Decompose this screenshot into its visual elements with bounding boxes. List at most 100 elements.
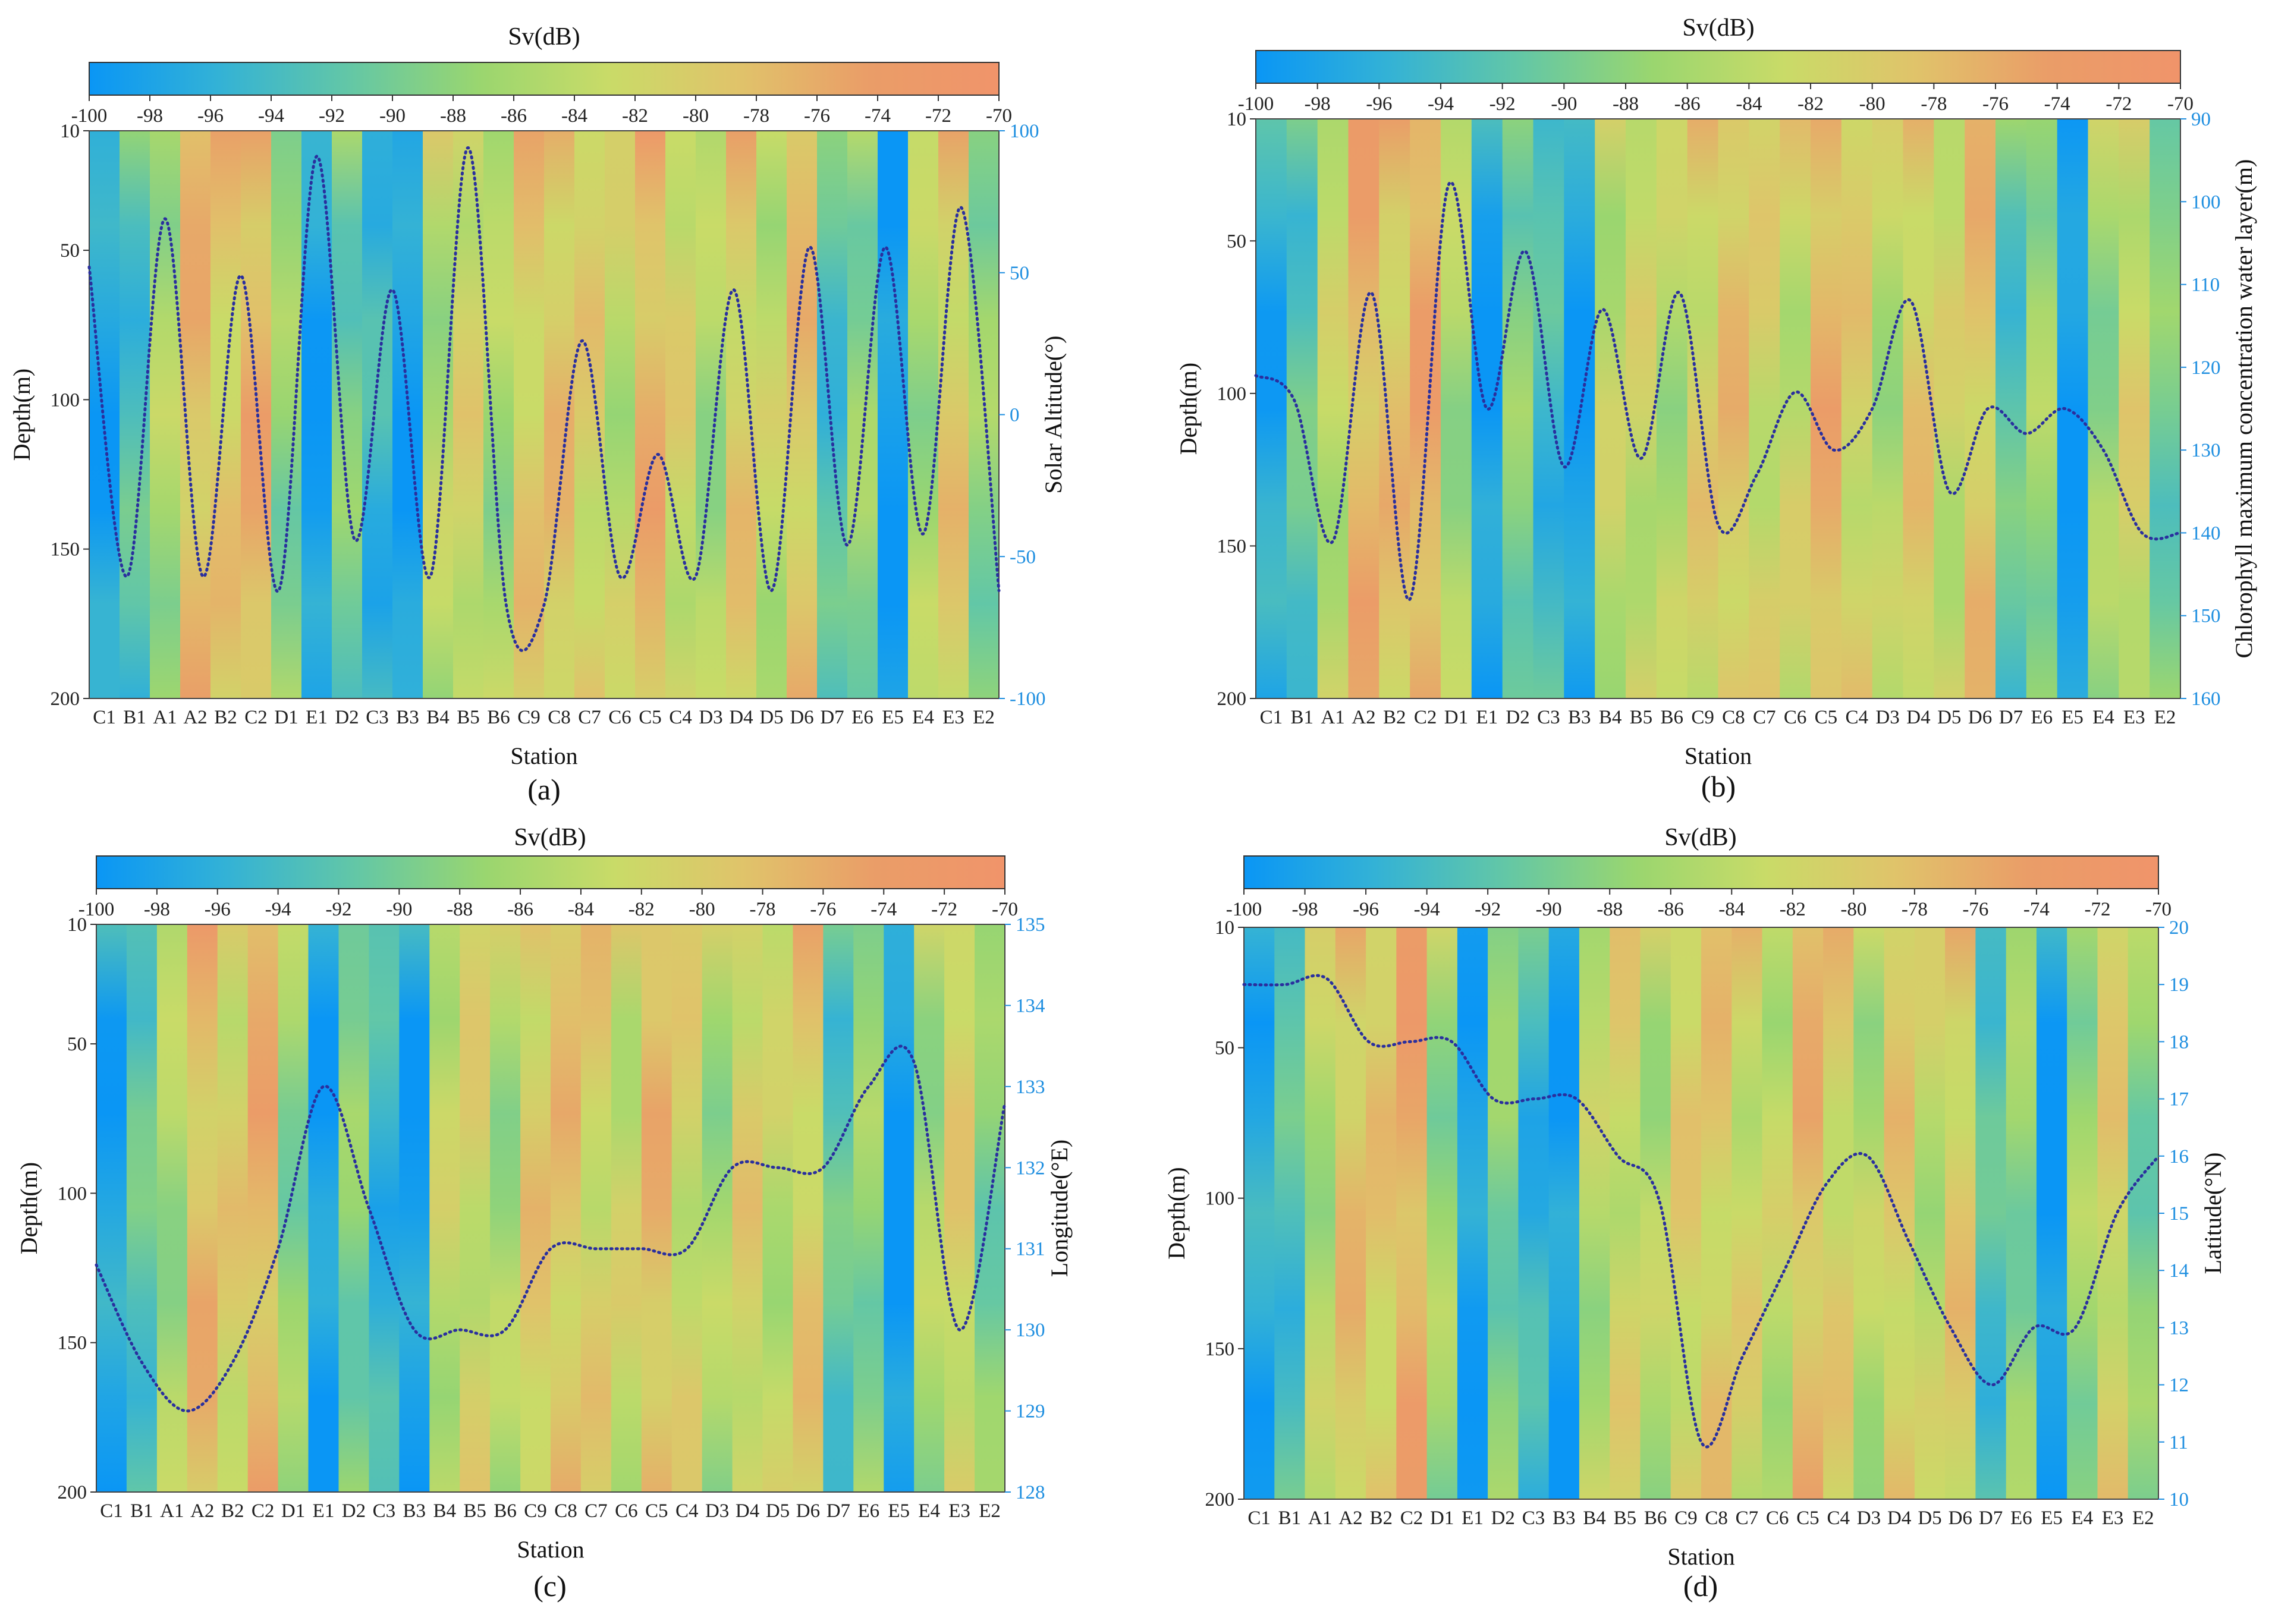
heatmap-column xyxy=(1872,119,1904,698)
colorbar-tick-label: -82 xyxy=(1780,899,1806,920)
overlay-series-line xyxy=(1242,974,2160,1449)
heatmap-column xyxy=(2036,927,2068,1499)
heatmap-column xyxy=(823,924,854,1492)
colorbar-tick-label: -70 xyxy=(2167,93,2194,115)
x-tick-label: C9 xyxy=(1691,707,1714,728)
heatmap-column xyxy=(1256,119,1287,698)
heatmap-column xyxy=(1533,119,1565,698)
colorbar-tick-label: -84 xyxy=(561,105,587,127)
overlay-series-line xyxy=(1254,181,2182,602)
colorbar-tick-label: -86 xyxy=(507,899,533,920)
heatmap-column xyxy=(1610,927,1641,1499)
colorbar-tick-label: -76 xyxy=(1962,899,1988,920)
x-tick-label: D5 xyxy=(1937,707,1961,728)
heatmap-column xyxy=(1396,927,1428,1499)
y-tick-label: 100 xyxy=(51,389,80,411)
x-tick-label: D4 xyxy=(1887,1507,1911,1529)
y2-tick-label: 110 xyxy=(2191,275,2220,296)
heatmap-column xyxy=(671,924,703,1492)
colorbar-tick-label: -70 xyxy=(2145,899,2172,920)
y2-tick-label: 18 xyxy=(2169,1031,2189,1053)
x-tick-label: C2 xyxy=(252,1500,275,1522)
heatmap-column xyxy=(1426,927,1458,1499)
x-tick-label: C2 xyxy=(244,707,268,728)
x-tick-label: D6 xyxy=(790,707,813,728)
y2-tick-label: 131 xyxy=(1016,1239,1045,1260)
heatmap-column xyxy=(847,131,878,698)
y2-tick-label: 130 xyxy=(2191,440,2221,461)
x-tick-label: A1 xyxy=(153,707,177,728)
x-tick-label: C5 xyxy=(1796,1507,1820,1529)
x-tick-label: C1 xyxy=(1247,1507,1271,1529)
x-tick-label: C3 xyxy=(373,1500,396,1522)
x-tick-label: D4 xyxy=(729,707,753,728)
heatmap-column xyxy=(1640,927,1671,1499)
y2-tick-label: 15 xyxy=(2169,1203,2189,1225)
x-tick-label: D7 xyxy=(820,707,844,728)
y-tick-label: 150 xyxy=(1205,1339,1235,1360)
heatmap-column xyxy=(817,131,848,698)
colorbar-tick-label: -86 xyxy=(501,105,527,127)
heatmap-column xyxy=(362,131,393,698)
colorbar-tick-label: -72 xyxy=(925,105,951,127)
x-tick-label: E3 xyxy=(2123,707,2145,728)
x-tick-label: D1 xyxy=(274,707,298,728)
heatmap-column xyxy=(217,924,249,1492)
heatmap-column xyxy=(944,924,975,1492)
panel-caption: (d) xyxy=(1683,1569,1718,1603)
colorbar-tick-label: -98 xyxy=(1292,899,1318,920)
y2-tick-label: 16 xyxy=(2169,1146,2189,1167)
y-tick-label: 100 xyxy=(1205,1188,1235,1210)
heatmap-column xyxy=(1379,119,1411,698)
y2-tick-label: 10 xyxy=(2169,1489,2189,1510)
colorbar-tick-label: -100 xyxy=(1238,93,1274,115)
heatmap-column xyxy=(884,924,915,1492)
heatmap-column xyxy=(908,131,939,698)
y-tick-label: 10 xyxy=(1227,109,1246,130)
heatmap xyxy=(89,131,1000,698)
colorbar-tick-label: -88 xyxy=(1597,899,1623,920)
heatmap-column xyxy=(308,924,340,1492)
colorbar-title: Sv(dB) xyxy=(1664,824,1736,851)
colorbar-tick-label: -80 xyxy=(1840,899,1866,920)
heatmap-column xyxy=(635,131,666,698)
colorbar-tick-label: -70 xyxy=(992,899,1018,920)
chart-panel-b: Sv(dB) -100 -98 -96 -94 -92 -90 -88 -86 -84 -82 -80… xyxy=(1175,14,2257,803)
colorbar-tick-label: -90 xyxy=(386,899,412,920)
heatmap-column xyxy=(1811,119,1842,698)
x-tick-label: E6 xyxy=(2010,1507,2032,1529)
heatmap-column xyxy=(187,924,218,1492)
x-tick-label: D5 xyxy=(759,707,783,728)
colorbar-tick-label: -98 xyxy=(1305,93,1331,115)
heatmap-column xyxy=(1687,119,1719,698)
colorbar-tick-label: -92 xyxy=(325,899,351,920)
colorbar-tick-label: -98 xyxy=(137,105,163,127)
x-tick-label: E1 xyxy=(1462,1507,1484,1529)
colorbar-tick-label: -94 xyxy=(265,899,291,920)
colorbar-tick-label: -82 xyxy=(622,105,648,127)
x-tick-label: B1 xyxy=(1278,1507,1302,1529)
heatmap-column xyxy=(762,924,794,1492)
y2-tick-label: 129 xyxy=(1016,1401,1045,1422)
x-tick-label: B3 xyxy=(403,1500,426,1522)
heatmap-column xyxy=(1335,927,1367,1499)
x-tick-label: C3 xyxy=(1522,1507,1545,1529)
x-tick-label: D7 xyxy=(827,1500,850,1522)
colorbar-tick-label: -86 xyxy=(1674,93,1701,115)
colorbar-tick-label: -82 xyxy=(1798,93,1824,115)
x-tick-label: C7 xyxy=(585,1500,608,1522)
x-axis-label: Station xyxy=(510,742,577,769)
colorbar-tick-label: -88 xyxy=(440,105,466,127)
x-tick-label: E2 xyxy=(973,707,995,728)
x-tick-label: C6 xyxy=(1784,707,1807,728)
x-tick-label: D7 xyxy=(1979,1507,2003,1529)
x-tick-label: C2 xyxy=(1414,707,1437,728)
heatmap-column xyxy=(423,131,454,698)
colorbar-tick-label: -100 xyxy=(78,899,115,920)
x-tick-label: C1 xyxy=(1260,707,1283,728)
y-tick-label: 10 xyxy=(1215,917,1234,939)
heatmap-column xyxy=(1317,119,1349,698)
y2-tick-label: 19 xyxy=(2169,974,2189,996)
colorbar-tick-label: -80 xyxy=(683,105,709,127)
heatmap-column xyxy=(210,131,241,698)
